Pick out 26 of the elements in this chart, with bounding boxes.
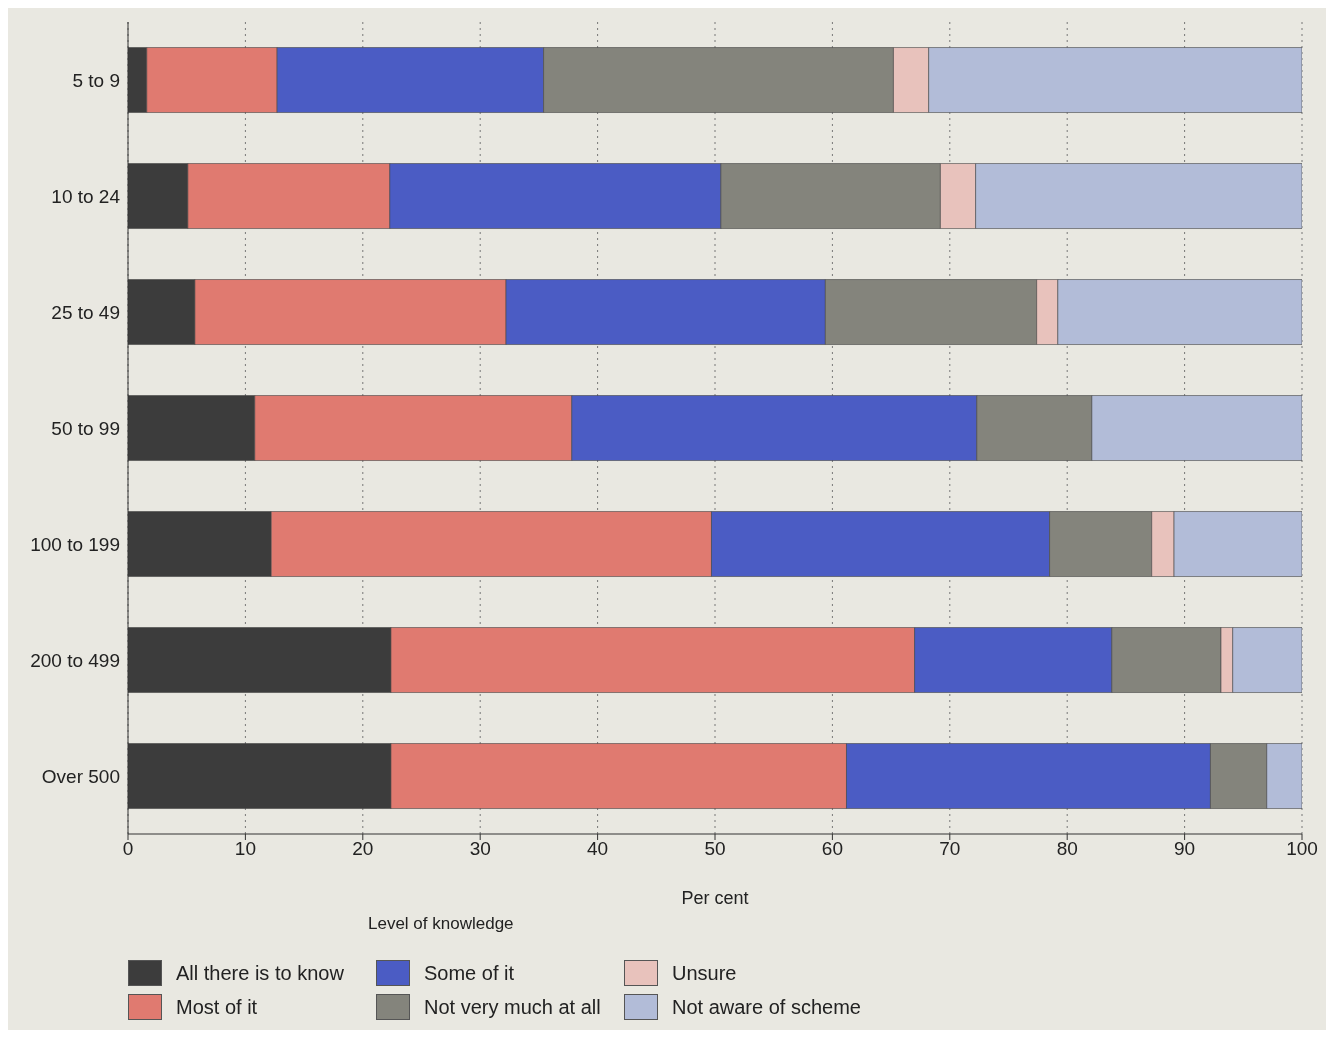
legend-label: All there is to know [175, 960, 345, 986]
y-tick-label: 100 to 199 [30, 533, 120, 555]
x-tick-label: 80 [1056, 838, 1078, 860]
x-tick-label: 50 [704, 838, 726, 860]
legend-label: Some of it [423, 960, 516, 986]
y-tick-label: 50 to 99 [51, 417, 120, 439]
x-tick-label: 90 [1174, 838, 1196, 860]
legend-title: Level of knowledge [368, 914, 515, 934]
y-tick-label: 5 to 9 [72, 69, 120, 91]
legend-label: Not aware of scheme [671, 994, 862, 1020]
x-tick-label: 100 [1286, 838, 1318, 860]
x-tick-label: 0 [122, 838, 134, 860]
x-tick-label: 60 [821, 838, 843, 860]
x-tick-label: 40 [587, 838, 609, 860]
x-tick-label: 70 [939, 838, 961, 860]
legend-label: Most of it [175, 994, 259, 1020]
y-tick-label: 25 to 49 [51, 301, 120, 323]
y-tick-label: 200 to 499 [30, 649, 120, 671]
x-tick-label: 20 [352, 838, 374, 860]
x-tick-label: 30 [469, 838, 491, 860]
y-tick-label: Over 500 [41, 765, 120, 787]
x-tick-label: 10 [234, 838, 256, 860]
legend-label: Not very much at all [423, 994, 602, 1020]
y-tick-label: 10 to 24 [51, 185, 121, 207]
legend-label: Unsure [671, 960, 738, 986]
x-axis-title: Per cent [681, 888, 749, 908]
